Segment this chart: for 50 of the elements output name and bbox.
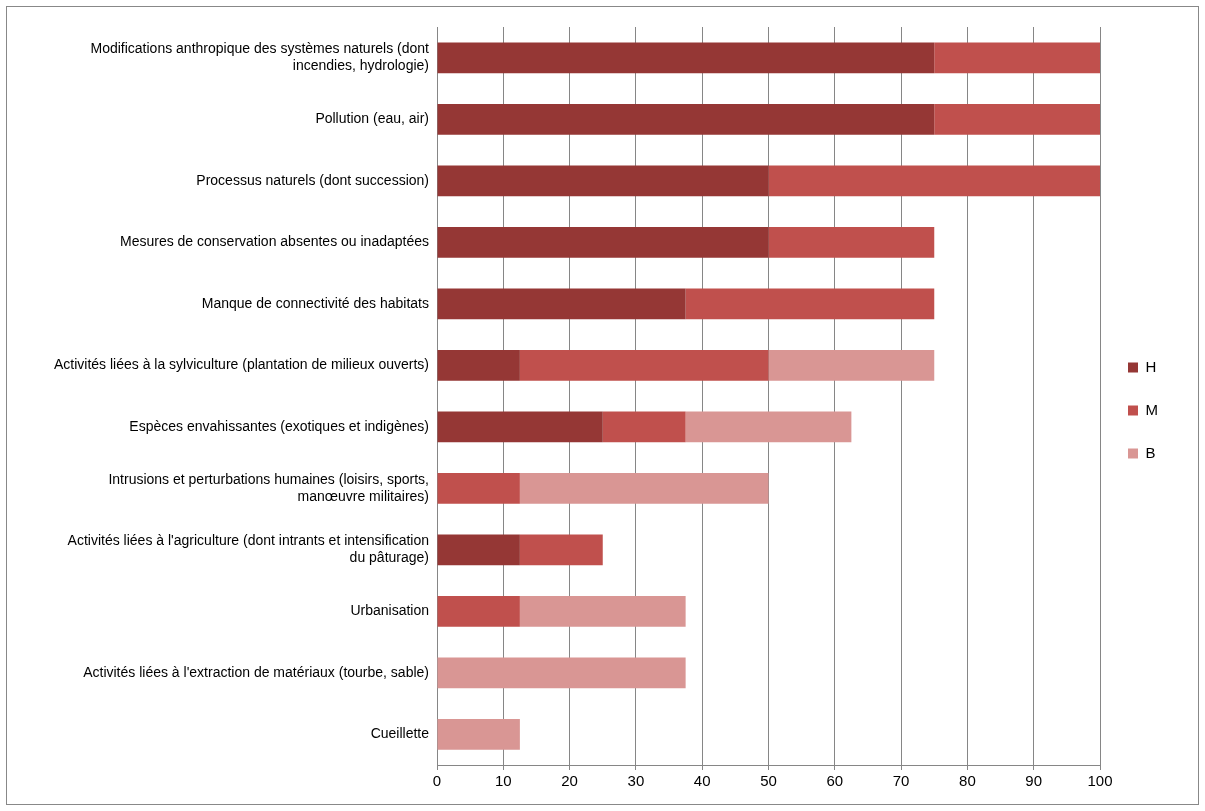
y-tick-label: Activités liées à l'extraction de matériaux (tourbe, sable) [83,663,429,680]
bar [437,472,520,504]
y-tick-label: Manque de connectivité des habitats [201,294,429,311]
bar [685,288,935,320]
bar [768,165,1101,197]
bar [437,718,520,750]
x-tick-label: 60 [826,772,844,790]
bar [934,103,1101,135]
legend-label: M [1145,400,1158,418]
y-tick-label: Urbanisation [350,602,429,619]
x-tick-label: 90 [1025,772,1043,790]
bar [437,226,769,258]
bar [437,595,520,627]
bar [685,411,852,443]
x-tick-label: 10 [494,772,512,790]
x-tick-label: 40 [693,772,711,790]
bar [768,226,935,258]
bar [934,42,1101,74]
legend-label: B [1145,443,1156,461]
x-tick-label: 100 [1087,772,1113,790]
y-tick-label: Activités liées à la sylviculture (plantation de milieux ouverts) [53,356,429,373]
bar [437,411,603,443]
bar [519,349,769,381]
bar [437,288,686,320]
bar [437,657,686,689]
bar [768,349,935,381]
bar [437,42,935,74]
bar [519,534,603,566]
bar [437,349,520,381]
y-tick-label: Cueillette [370,725,430,742]
x-tick-label: 0 [432,772,442,790]
x-tick-label: 70 [892,772,910,790]
x-tick-label: 50 [760,772,777,790]
y-tick-label: Intrusions et perturbations humaines (loisirs, sports, manœuvre militaires) [108,470,429,504]
bar [437,534,520,566]
x-tick-label: 30 [627,772,645,790]
y-tick-label: Activités liées à l'agriculture (dont intrants et intensification du pâturage) [67,532,429,566]
bar [519,595,686,627]
bar [437,103,935,135]
y-tick-label: Modifications anthropique des systèmes naturels (dont incendies, hydrologie) [90,40,430,74]
y-tick-label: Mesures de conservation absentes ou inadaptées [120,233,429,250]
x-tick-label: 20 [561,772,578,790]
x-tick-label: 80 [959,772,976,790]
y-tick-label: Pollution (eau, air) [315,110,429,127]
y-tick-label: Espèces envahissantes (exotiques et indigènes) [129,417,429,434]
y-tick-label: Processus naturels (dont succession) [196,171,429,188]
bar [519,472,769,504]
legend-label: H [1145,357,1157,375]
bar [602,411,686,443]
bar [437,165,769,197]
